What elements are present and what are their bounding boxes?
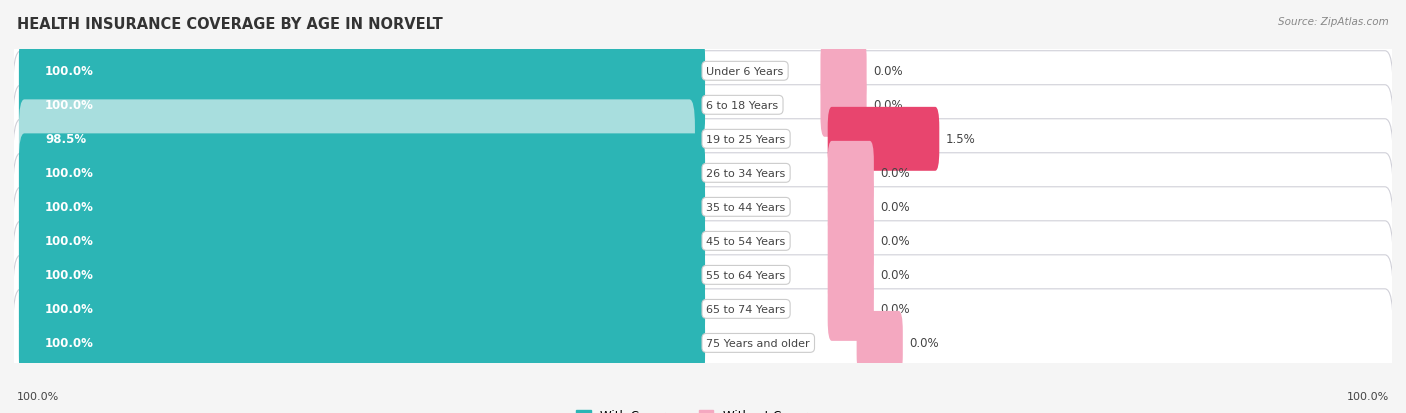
Text: 100.0%: 100.0% (45, 269, 94, 282)
FancyBboxPatch shape (13, 153, 1393, 261)
Text: 35 to 44 Years: 35 to 44 Years (706, 202, 786, 212)
FancyBboxPatch shape (18, 100, 695, 179)
FancyBboxPatch shape (18, 304, 704, 382)
FancyBboxPatch shape (18, 236, 704, 315)
FancyBboxPatch shape (13, 221, 1393, 329)
FancyBboxPatch shape (13, 119, 1393, 228)
FancyBboxPatch shape (13, 289, 1393, 397)
FancyBboxPatch shape (828, 209, 875, 273)
Text: 0.0%: 0.0% (880, 269, 910, 282)
FancyBboxPatch shape (13, 255, 1393, 363)
FancyBboxPatch shape (828, 277, 875, 341)
Text: 26 to 34 Years: 26 to 34 Years (706, 169, 786, 178)
Text: 100.0%: 100.0% (1347, 391, 1389, 401)
Text: HEALTH INSURANCE COVERAGE BY AGE IN NORVELT: HEALTH INSURANCE COVERAGE BY AGE IN NORV… (17, 17, 443, 31)
Text: 0.0%: 0.0% (880, 201, 910, 214)
FancyBboxPatch shape (828, 176, 875, 239)
Text: 0.0%: 0.0% (880, 235, 910, 248)
FancyBboxPatch shape (18, 202, 704, 281)
Text: 19 to 25 Years: 19 to 25 Years (706, 135, 786, 145)
FancyBboxPatch shape (828, 107, 939, 171)
FancyBboxPatch shape (13, 52, 1393, 159)
FancyBboxPatch shape (821, 40, 866, 104)
Text: 45 to 54 Years: 45 to 54 Years (706, 236, 786, 246)
FancyBboxPatch shape (18, 168, 704, 247)
FancyBboxPatch shape (856, 311, 903, 375)
Text: 6 to 18 Years: 6 to 18 Years (706, 100, 779, 111)
Text: Source: ZipAtlas.com: Source: ZipAtlas.com (1278, 17, 1389, 26)
Text: 100.0%: 100.0% (45, 337, 94, 349)
Text: 100.0%: 100.0% (17, 391, 59, 401)
FancyBboxPatch shape (828, 142, 875, 205)
Text: 100.0%: 100.0% (45, 65, 94, 78)
Text: 100.0%: 100.0% (45, 201, 94, 214)
Legend: With Coverage, Without Coverage: With Coverage, Without Coverage (572, 404, 834, 413)
Text: Under 6 Years: Under 6 Years (706, 66, 783, 76)
Text: 100.0%: 100.0% (45, 235, 94, 248)
FancyBboxPatch shape (13, 85, 1393, 193)
Text: 75 Years and older: 75 Years and older (706, 338, 810, 348)
Text: 100.0%: 100.0% (45, 303, 94, 316)
FancyBboxPatch shape (828, 243, 875, 307)
Text: 0.0%: 0.0% (910, 337, 939, 349)
Text: 65 to 74 Years: 65 to 74 Years (706, 304, 786, 314)
FancyBboxPatch shape (18, 66, 704, 145)
Text: 0.0%: 0.0% (873, 99, 903, 112)
Text: 98.5%: 98.5% (45, 133, 86, 146)
Text: 1.5%: 1.5% (945, 133, 976, 146)
Text: 55 to 64 Years: 55 to 64 Years (706, 270, 786, 280)
Text: 0.0%: 0.0% (880, 167, 910, 180)
FancyBboxPatch shape (821, 74, 866, 138)
FancyBboxPatch shape (13, 188, 1393, 295)
FancyBboxPatch shape (18, 134, 704, 213)
Text: 0.0%: 0.0% (880, 303, 910, 316)
Text: 100.0%: 100.0% (45, 99, 94, 112)
FancyBboxPatch shape (18, 32, 704, 111)
Text: 0.0%: 0.0% (873, 65, 903, 78)
FancyBboxPatch shape (18, 270, 704, 349)
Text: 100.0%: 100.0% (45, 167, 94, 180)
FancyBboxPatch shape (13, 18, 1393, 126)
